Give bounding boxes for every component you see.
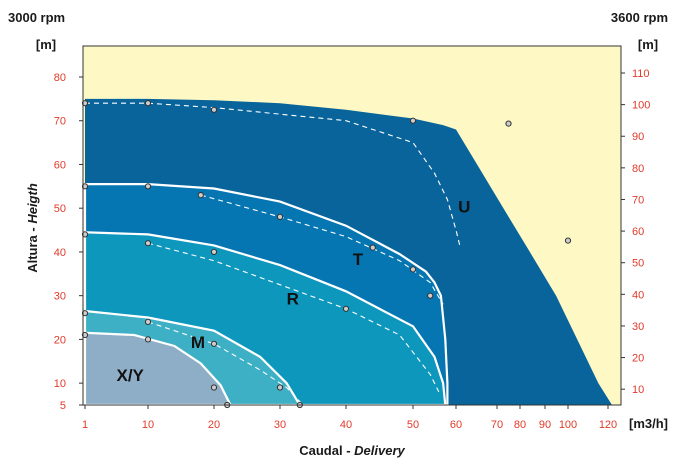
data-point-t <box>144 183 152 190</box>
data-point-t <box>427 292 434 299</box>
y2-tick-label: 50 <box>632 258 644 270</box>
y-axis-label-main: Altura <box>25 234 40 272</box>
left-speed-label: 3000 rpm <box>8 10 65 25</box>
data-point-u <box>210 106 218 113</box>
y-tick-label: 10 <box>54 378 66 390</box>
x-tick-label: 40 <box>340 419 352 431</box>
y-tick-label: 70 <box>54 116 66 128</box>
y-tick-label: 50 <box>54 203 66 215</box>
data-point-r <box>81 231 89 238</box>
plot-area: U T R M X/Y <box>81 45 622 409</box>
y2-tick-label: 60 <box>632 226 644 238</box>
x2-tick-label: 70 <box>491 419 503 431</box>
zone-label-m: M <box>191 333 205 352</box>
data-point-m <box>276 384 284 391</box>
y-tick-label: 20 <box>54 334 66 346</box>
x-axis-label-main: Caudal <box>299 443 342 458</box>
data-point-u <box>505 120 512 127</box>
y-axis-label-separator: - <box>25 224 40 236</box>
x-unit-label: [m3/h] <box>629 416 668 431</box>
y2-tick-label: 80 <box>632 163 644 175</box>
data-point-t <box>197 192 204 199</box>
data-point-t <box>369 244 376 251</box>
x2-tick-label: 80 <box>514 419 526 431</box>
y-tick-label: 60 <box>54 159 66 171</box>
y2-tick-label: 40 <box>632 289 644 301</box>
data-point-u <box>144 100 152 107</box>
x2-tick-label: 100 <box>559 419 577 431</box>
x-tick-label: 1 <box>82 419 88 431</box>
y2-tick-label: 20 <box>632 353 644 365</box>
y-axis-label-translation: Heigth <box>25 183 40 224</box>
right-speed-label: 3600 rpm <box>611 10 668 25</box>
y-tick-label: 40 <box>54 247 66 259</box>
data-point-t <box>276 213 284 220</box>
x-axis-label: Caudal - Delivery <box>299 443 405 458</box>
zone-label-xy: X/Y <box>117 366 145 385</box>
x-axis-label-translation: Delivery <box>354 443 405 458</box>
data-point-u <box>81 100 89 107</box>
y-tick-label: 30 <box>54 291 66 303</box>
data-point-t <box>81 183 89 190</box>
data-point-t <box>409 266 417 273</box>
data-point-u <box>409 117 417 124</box>
x-tick-label: 20 <box>208 419 220 431</box>
zone-label-r: R <box>287 289 299 308</box>
y-tick-label: 5 <box>60 400 66 412</box>
data-point-u <box>564 237 572 244</box>
data-point-r <box>144 240 152 247</box>
data-point-xy <box>81 331 89 339</box>
y-tick-label: 80 <box>54 72 66 84</box>
x-tick-label: 30 <box>274 419 286 431</box>
y2-tick-label: 10 <box>632 384 644 396</box>
x-axis-label-separator: - <box>343 443 355 458</box>
y-axis-label: Altura - Heigth <box>25 183 40 273</box>
data-point-xy <box>144 336 152 343</box>
y2-tick-label: 100 <box>632 100 650 112</box>
data-point-r <box>342 305 350 312</box>
y2-tick-label: 30 <box>632 321 644 333</box>
data-point-xy <box>210 384 218 391</box>
plot-border <box>82 45 622 406</box>
y2-tick-label: 70 <box>632 194 644 206</box>
left-unit-label: [m] <box>36 37 56 52</box>
right-unit-label: [m] <box>638 37 658 52</box>
zone-label-t: T <box>353 250 364 269</box>
axis-ticks: 5102030405060708010203040506070809010011… <box>54 68 651 431</box>
y2-tick-label: 110 <box>632 68 650 80</box>
data-point-m <box>144 318 152 325</box>
x2-tick-label: 90 <box>539 419 551 431</box>
data-point-r <box>210 248 218 255</box>
y2-tick-label: 90 <box>632 131 644 143</box>
x-tick-label: 50 <box>407 419 419 431</box>
zone-label-u: U <box>458 198 470 217</box>
zone-xy <box>83 331 233 407</box>
x-tick-label: 10 <box>142 419 154 431</box>
x2-tick-label: 120 <box>599 419 617 431</box>
data-point-m <box>81 310 89 317</box>
x-tick-label: 60 <box>450 419 462 431</box>
data-point-m <box>210 340 218 347</box>
curve-3600-u <box>85 102 461 248</box>
curve-3600-m <box>147 321 304 406</box>
